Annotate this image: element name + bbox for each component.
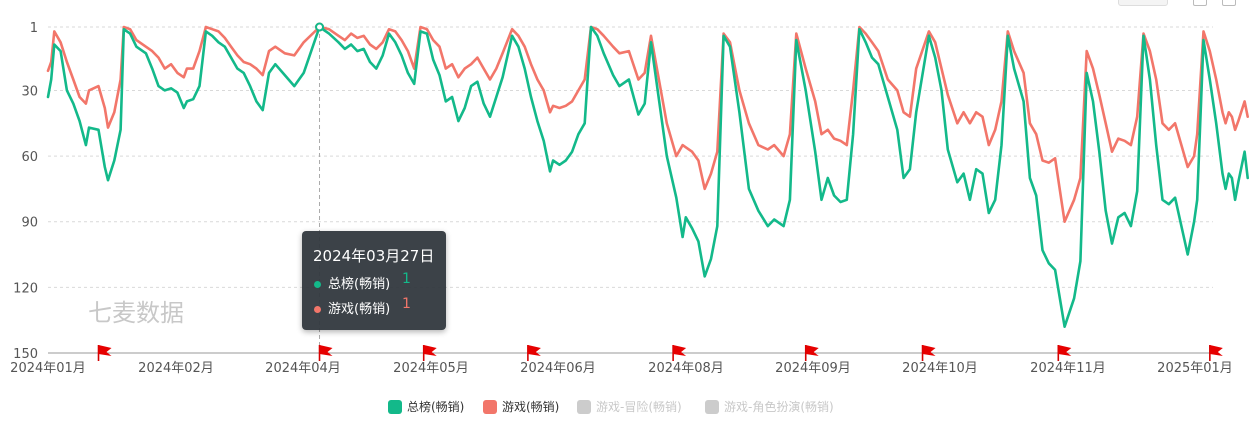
legend-item-overall[interactable]: 总榜(畅销) <box>388 398 464 415</box>
legend-item-games[interactable]: 游戏(畅销) <box>483 398 559 415</box>
series-dot-icon <box>314 306 321 313</box>
legend-item-adventure[interactable]: 游戏-冒险(畅销) <box>577 398 682 415</box>
flag-icon <box>527 345 541 361</box>
tooltip-value: 1 <box>402 271 411 287</box>
gridlines <box>48 26 1213 288</box>
tooltip-series-label: 游戏(畅销) <box>328 302 391 317</box>
flag-cloth <box>527 345 541 356</box>
flag-cloth <box>423 345 437 356</box>
flag-icon <box>672 345 687 361</box>
event-flags <box>97 345 1223 361</box>
x-tick-label: 2024年06月 <box>520 361 596 376</box>
series-lines <box>46 22 1249 328</box>
chart-tool-icon[interactable] <box>1222 0 1236 6</box>
x-tick-label: 2024年08月 <box>648 361 724 376</box>
x-tick-label: 2025年01月 <box>1157 361 1233 376</box>
y-tick-label: 30 <box>21 84 38 99</box>
legend: 总榜(畅销) 游戏(畅销) 游戏-冒险(畅销) 游戏-角色扮演(畅销) <box>0 398 1257 418</box>
y-tick-label: 90 <box>21 216 38 231</box>
flag-cloth <box>922 345 936 356</box>
y-tick-label: 150 <box>13 347 38 362</box>
flag-icon <box>1057 345 1072 361</box>
flag-cloth <box>319 345 333 356</box>
flag-cloth <box>673 345 687 356</box>
tooltip-row-games: 游戏(畅销) <box>314 298 390 317</box>
series-line <box>46 25 1249 223</box>
zoom-toggle[interactable] <box>1118 0 1168 6</box>
x-tick-label: 2024年01月 <box>10 361 86 376</box>
series-point <box>315 22 325 32</box>
watermark: 七麦数据 <box>88 299 184 327</box>
flag-cloth <box>805 345 819 356</box>
x-tick-label: 2024年10月 <box>902 361 978 376</box>
flag-icon <box>921 345 936 361</box>
flag-cloth <box>1058 345 1072 356</box>
flag-icon <box>1209 345 1223 361</box>
legend-label: 游戏(畅销) <box>502 400 560 414</box>
legend-label: 总榜(畅销) <box>407 400 465 414</box>
legend-swatch <box>388 400 402 414</box>
legend-label: 游戏-冒险(畅销) <box>596 400 682 414</box>
tooltip-value: 1 <box>402 296 411 312</box>
x-axis: 2024年01月 2024年02月 2024年04月 2024年05月 2024年06月… <box>10 352 1233 376</box>
legend-swatch <box>483 400 497 414</box>
y-axis: 1 30 60 90 120 150 <box>13 21 38 362</box>
x-tick-label: 2024年04月 <box>265 361 341 376</box>
flag-cloth <box>1209 345 1223 356</box>
flag-icon <box>97 345 112 361</box>
chart-tooltip: 2024年03月27日 总榜(畅销) 1 游戏(畅销) 1 <box>302 231 446 330</box>
tooltip-date: 2024年03月27日 <box>313 247 435 265</box>
chart-tool-icon[interactable] <box>1193 0 1207 6</box>
x-tick-label: 2024年02月 <box>138 361 214 376</box>
flag-cloth <box>98 345 112 356</box>
x-tick-label: 2024年05月 <box>393 361 469 376</box>
legend-swatch <box>577 400 591 414</box>
flag-icon <box>318 345 333 361</box>
series-line <box>46 25 1249 328</box>
legend-label: 游戏-角色扮演(畅销) <box>724 400 834 414</box>
legend-item-rpg[interactable]: 游戏-角色扮演(畅销) <box>705 398 834 415</box>
x-tick-label: 2024年09月 <box>775 361 851 376</box>
legend-swatch <box>705 400 719 414</box>
y-tick-label: 120 <box>13 281 38 296</box>
y-tick-label: 60 <box>21 150 38 165</box>
y-tick-label: 1 <box>30 21 38 36</box>
series-dot-icon <box>314 281 321 288</box>
flag-icon <box>422 345 437 361</box>
tooltip-row-overall: 总榜(畅销) <box>314 273 390 292</box>
x-tick-label: 2024年11月 <box>1030 361 1106 376</box>
flag-icon <box>804 345 819 361</box>
tooltip-series-label: 总榜(畅销) <box>328 277 391 292</box>
